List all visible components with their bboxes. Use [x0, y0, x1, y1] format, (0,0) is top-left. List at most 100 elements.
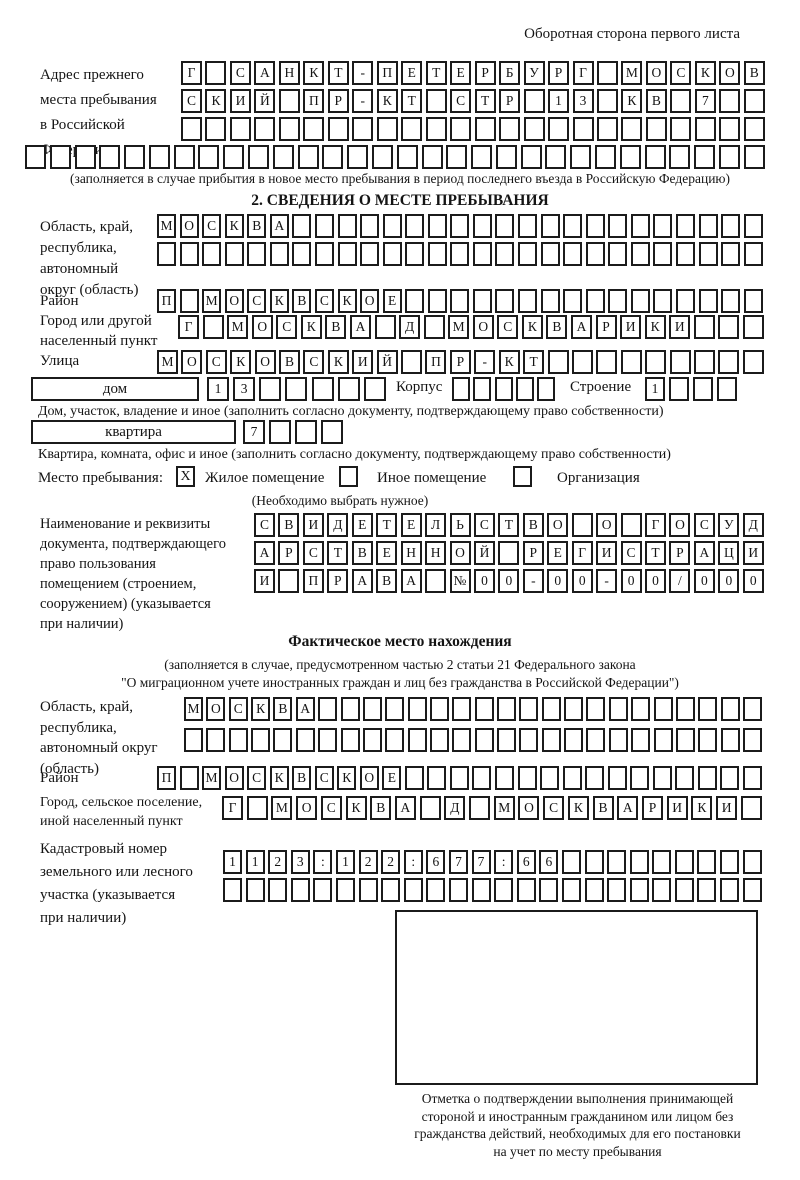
char-cell [537, 377, 555, 401]
organization-checkbox [513, 466, 532, 487]
char-cell: Р [669, 541, 691, 565]
char-cell: К [300, 315, 322, 339]
char-cell [742, 850, 762, 874]
char-cell: М [184, 697, 203, 721]
char-cell: - [352, 89, 374, 113]
char-cell [292, 242, 312, 266]
char-cell: 0 [498, 569, 520, 593]
char-cell [259, 377, 282, 401]
char-cell: С [247, 766, 267, 790]
char-cell: И [302, 513, 324, 537]
char-cell: В [325, 315, 347, 339]
char-cell [278, 569, 300, 593]
char-cell [352, 117, 374, 141]
char-cell: М [157, 350, 178, 374]
char-cell [314, 214, 334, 238]
char-cell: В [592, 796, 614, 820]
char-cell: У [523, 61, 545, 85]
char-cell: И [620, 315, 642, 339]
char-cell [516, 878, 536, 902]
char-cell [630, 242, 650, 266]
char-cell [563, 214, 583, 238]
label-line: Кадастровый номер [40, 841, 167, 857]
char-cell: 2 [268, 850, 288, 874]
oblast-row-2 [157, 242, 763, 266]
char-cell [382, 214, 402, 238]
char-cell: 3 [572, 89, 594, 113]
char-cell [206, 728, 226, 752]
char-cell [405, 289, 425, 313]
char-cell: К [230, 350, 252, 374]
char-cell: К [345, 796, 367, 820]
char-cell: Ь [449, 513, 471, 537]
char-cell [520, 145, 542, 169]
char-cell: / [669, 569, 691, 593]
char-cell: К [567, 796, 589, 820]
char-cell [449, 766, 469, 790]
char-cell [495, 289, 515, 313]
char-cell: 0 [620, 569, 642, 593]
char-cell [472, 766, 492, 790]
char-cell [718, 350, 740, 374]
char-cell [385, 697, 405, 721]
char-cell [494, 878, 514, 902]
char-cell [693, 315, 715, 339]
fact-note: (заполняется в случае, предусмотренном ч… [0, 656, 800, 691]
char-cell [295, 420, 317, 444]
char-cell [585, 289, 605, 313]
stamp-box [395, 910, 758, 1085]
label-line: стороной и иностранным гражданином или л… [421, 1108, 734, 1124]
char-cell: 1 [207, 377, 229, 401]
char-cell [337, 242, 357, 266]
char-cell [547, 350, 569, 374]
char-cell [290, 878, 310, 902]
char-cell: М [271, 796, 293, 820]
kvartira-note: Квартира, комната, офис и иное (заполнит… [38, 447, 671, 462]
char-cell: А [394, 796, 416, 820]
char-cell [743, 89, 765, 113]
char-cell [571, 513, 593, 537]
char-cell [450, 242, 470, 266]
char-cell [644, 145, 666, 169]
char-cell [720, 766, 740, 790]
fact-raion-label: Район [40, 770, 79, 786]
char-cell: Е [450, 61, 472, 85]
kadastr-row-2 [223, 878, 762, 902]
char-cell: 0 [571, 569, 593, 593]
char-cell [518, 289, 537, 313]
char-cell: С [473, 513, 495, 537]
char-cell [742, 315, 764, 339]
char-cell [494, 766, 514, 790]
label-line: автономный [40, 261, 119, 277]
label-line: земельного или лесного [40, 864, 193, 880]
char-cell: Г [181, 61, 202, 85]
char-cell: А [254, 61, 276, 85]
char-cell: В [292, 289, 312, 313]
char-cell [269, 242, 289, 266]
organization-option-label: Организация [557, 470, 640, 486]
char-cell: И [352, 350, 374, 374]
oblast-label: Область, край, республика, автономный округ… [40, 217, 138, 301]
doc-label: Наименование и реквизиты документа, подтв… [40, 514, 226, 634]
char-cell [596, 117, 618, 141]
page-header-note: Оборотная сторона первого листа [524, 26, 740, 42]
label-line: Адрес прежнего [40, 67, 144, 83]
char-cell [570, 145, 592, 169]
label-line: автономный округ [40, 740, 158, 756]
char-cell [382, 242, 402, 266]
char-cell [179, 289, 199, 313]
char-cell [698, 289, 718, 313]
char-cell: С [254, 513, 275, 537]
char-cell [585, 766, 605, 790]
char-cell: В [645, 89, 667, 113]
korpus-cells [452, 377, 555, 401]
char-cell: С [497, 315, 519, 339]
char-cell [718, 145, 740, 169]
char-cell [472, 214, 492, 238]
char-cell: Т [425, 61, 447, 85]
char-cell: К [691, 796, 713, 820]
char-cell: П [425, 350, 447, 374]
